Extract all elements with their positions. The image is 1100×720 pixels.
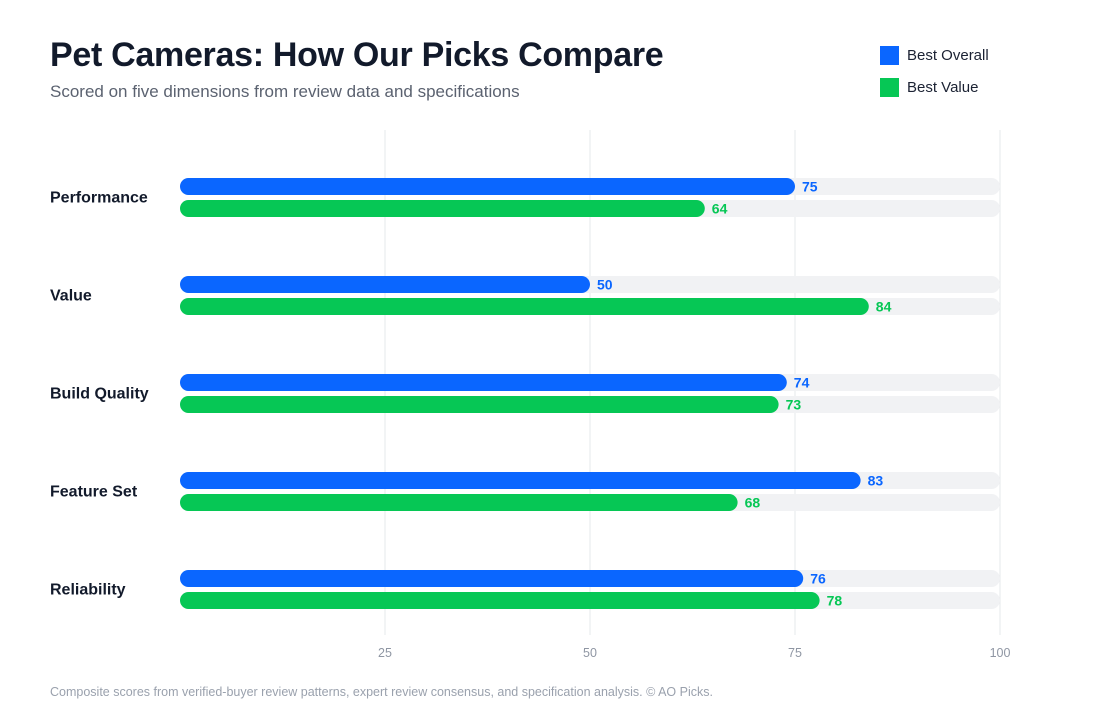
- value-label-reliability-best-value: 78: [827, 593, 843, 609]
- x-tick-label-75: 75: [788, 646, 802, 660]
- legend-swatch-best-overall: [880, 45, 899, 65]
- legend: Best Overall Best Value: [880, 45, 989, 109]
- bar-reliability-best-overall: [180, 570, 804, 587]
- bar-value-best-overall: [180, 276, 590, 293]
- category-label-performance: Performance: [50, 190, 148, 207]
- bar-build-quality-best-value: [180, 396, 779, 413]
- x-tick-label-50: 50: [583, 646, 597, 660]
- legend-label-best-overall: Best Overall: [907, 46, 989, 64]
- value-label-value-best-overall: 50: [597, 277, 613, 293]
- legend-item-best-value: Best Value: [880, 77, 989, 97]
- bar-feature-set-best-value: [180, 494, 738, 511]
- value-label-feature-set-best-value: 68: [745, 495, 761, 511]
- bar-value-best-value: [180, 298, 869, 315]
- bar-reliability-best-value: [180, 592, 820, 609]
- value-label-performance-best-value: 64: [712, 201, 728, 217]
- value-label-performance-best-overall: 75: [802, 179, 818, 195]
- bar-performance-best-overall: [180, 178, 795, 195]
- bar-build-quality-best-overall: [180, 374, 787, 391]
- value-label-feature-set-best-overall: 83: [868, 473, 884, 489]
- chart-subtitle: Scored on five dimensions from review da…: [50, 82, 520, 101]
- legend-label-best-value: Best Value: [907, 78, 979, 96]
- bar-feature-set-best-overall: [180, 472, 861, 489]
- bar-performance-best-value: [180, 200, 705, 217]
- legend-item-best-overall: Best Overall: [880, 45, 989, 65]
- footnote: Composite scores from verified-buyer rev…: [50, 685, 713, 699]
- value-label-value-best-value: 84: [876, 299, 892, 315]
- value-label-build-quality-best-overall: 74: [794, 375, 810, 391]
- value-label-build-quality-best-value: 73: [786, 397, 802, 413]
- category-label-feature-set: Feature Set: [50, 484, 138, 501]
- category-label-reliability: Reliability: [50, 582, 126, 599]
- chart-title: Pet Cameras: How Our Picks Compare: [50, 36, 664, 74]
- value-label-reliability-best-overall: 76: [810, 571, 826, 587]
- category-label-value: Value: [50, 288, 92, 305]
- x-tick-label-100: 100: [990, 646, 1011, 660]
- legend-swatch-best-value: [880, 77, 899, 97]
- category-label-build-quality: Build Quality: [50, 386, 149, 403]
- x-tick-label-25: 25: [378, 646, 392, 660]
